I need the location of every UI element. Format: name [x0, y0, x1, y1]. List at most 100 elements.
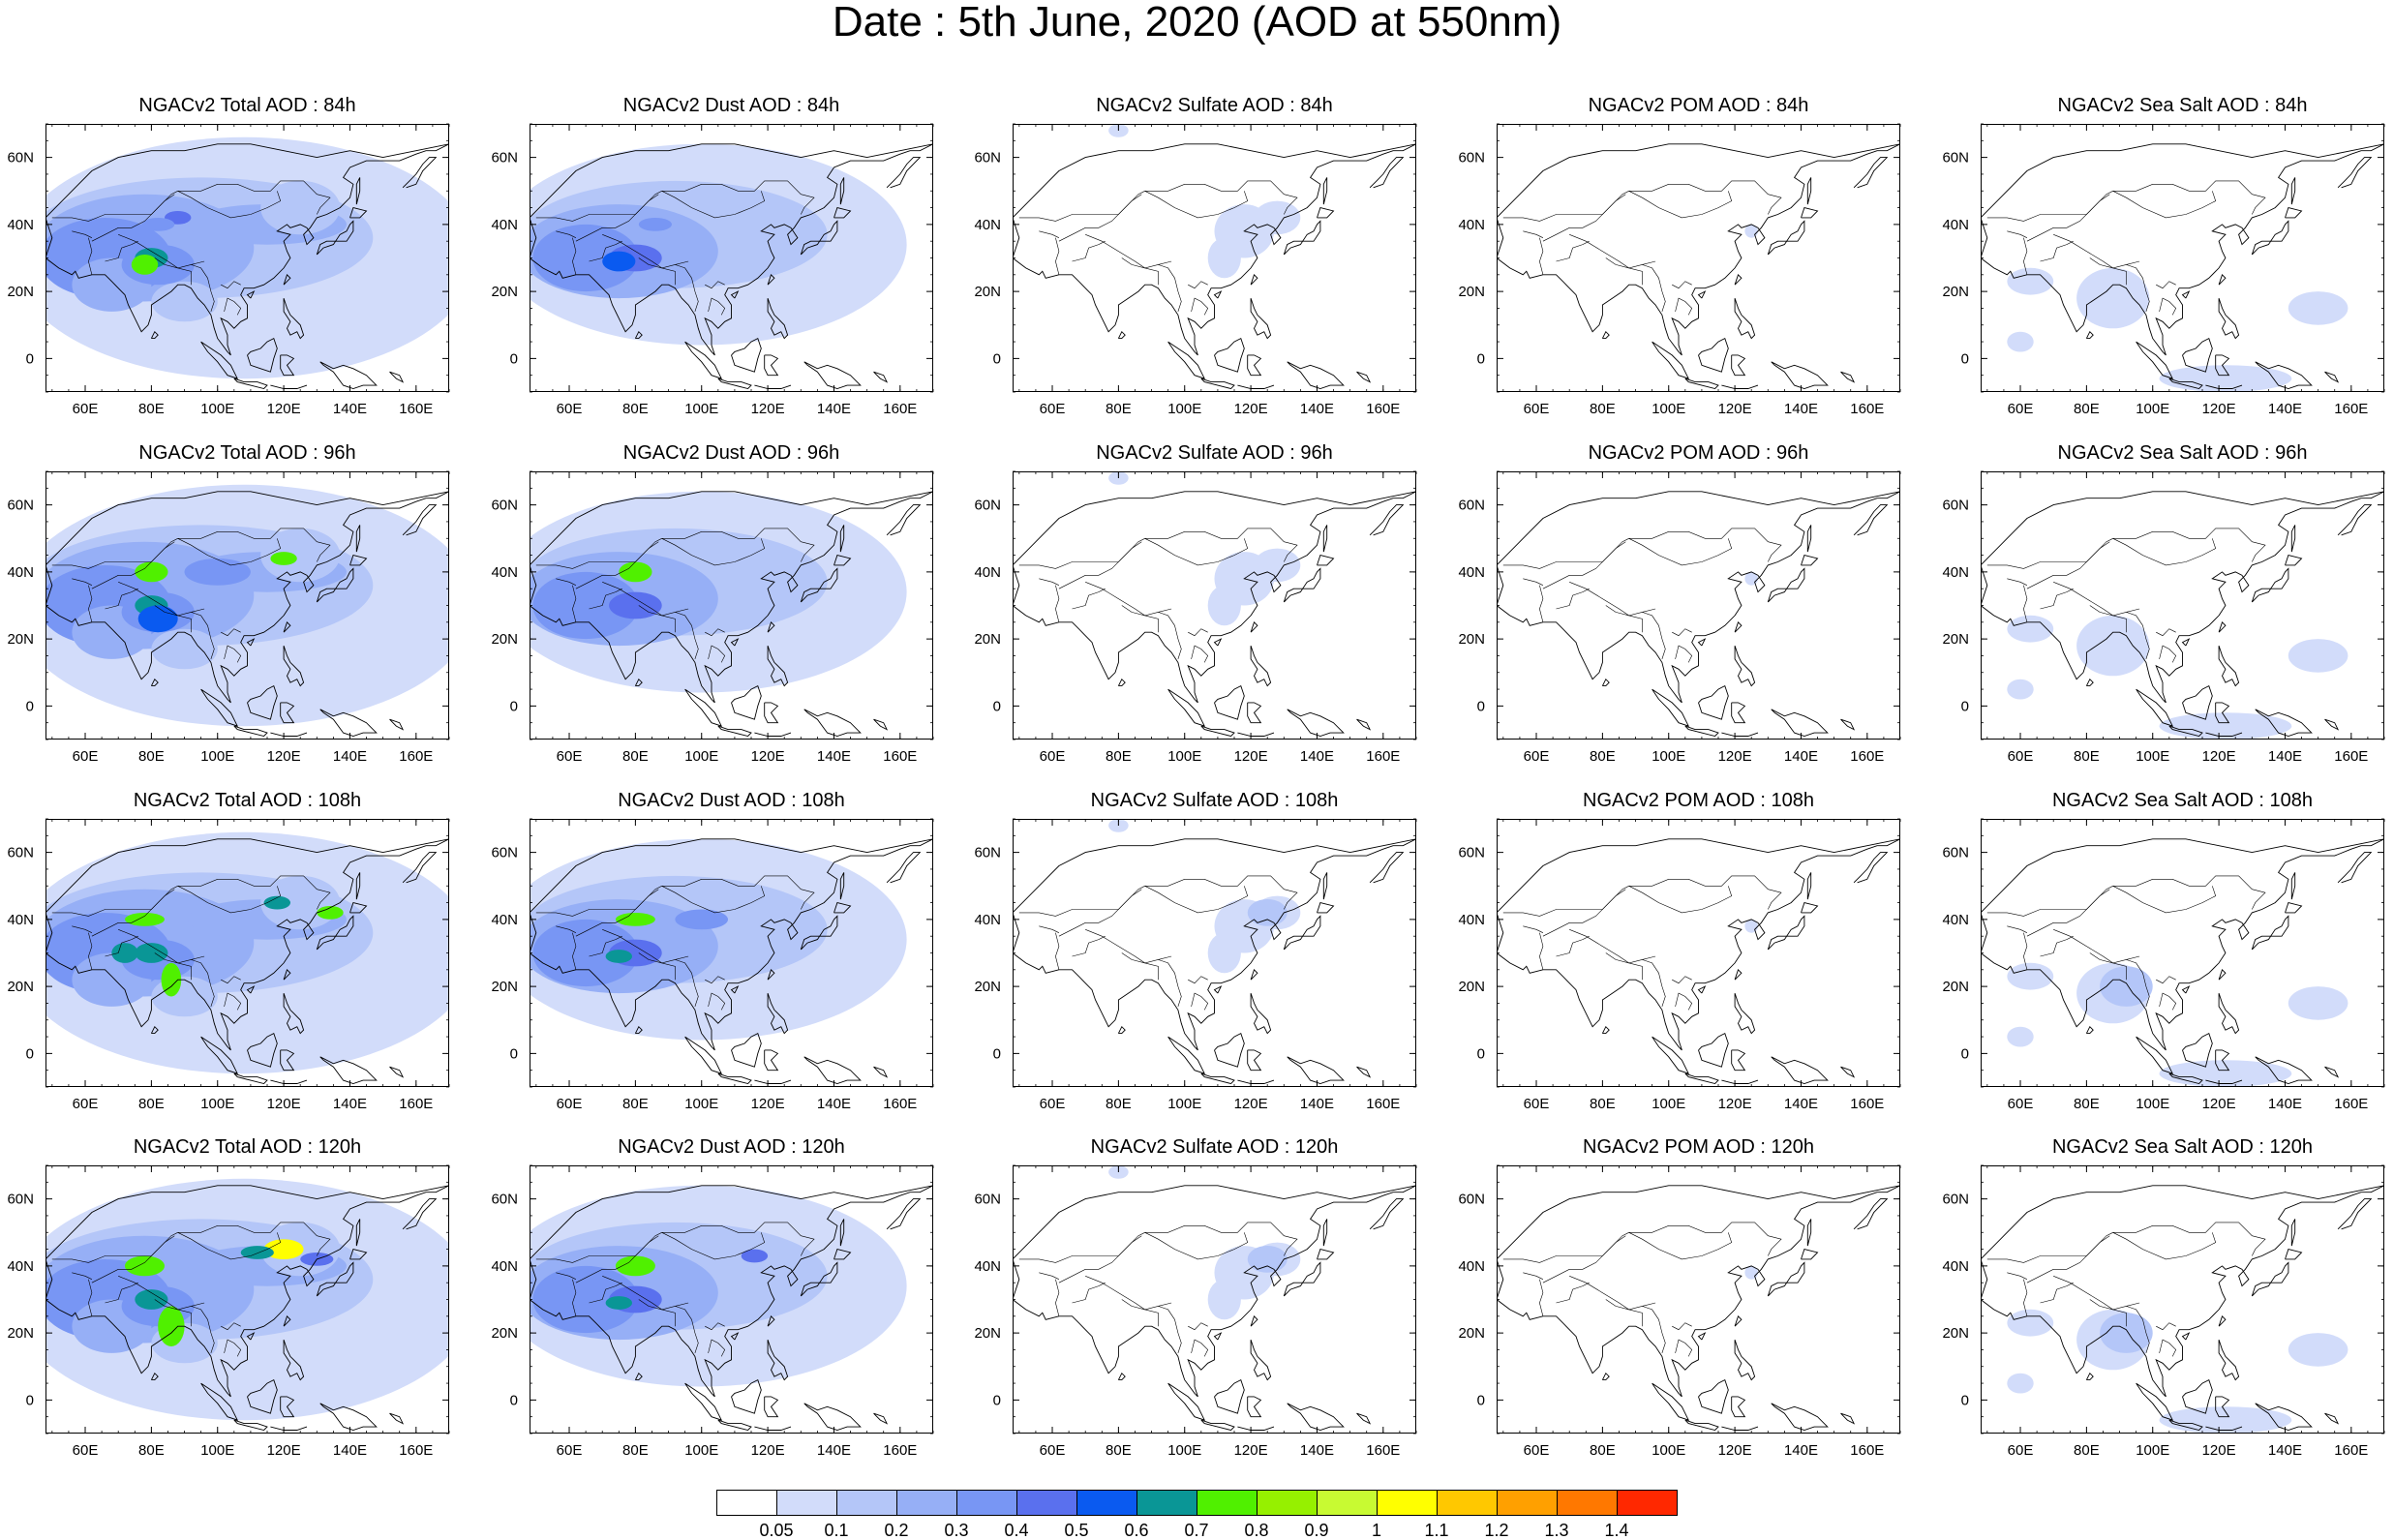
country-border — [1188, 976, 1208, 984]
y-tick-label: 60N — [1458, 845, 1485, 861]
panel-title: NGACv2 Total AOD : 120h — [133, 1136, 362, 1158]
coastline — [1721, 1079, 1759, 1084]
coastline — [1734, 645, 1756, 687]
coastline — [873, 718, 889, 731]
country-border — [2026, 191, 2113, 242]
country-border — [2112, 1232, 2217, 1260]
y-tick-label: 60N — [7, 150, 34, 166]
aod-map: 60E 80E 100E 120E 140E 160E 0 20N 40N 60N — [1942, 470, 2385, 765]
aod-shading — [2007, 331, 2034, 352]
coastline — [530, 143, 933, 258]
coastline — [1806, 177, 1812, 205]
country-border — [1072, 240, 1106, 262]
coastline — [1250, 297, 1272, 340]
country-border — [1569, 929, 1656, 964]
coastline — [2182, 684, 2213, 720]
coastline — [2255, 1403, 2313, 1431]
panel-title: NGACv2 Dust AOD : 120h — [618, 1136, 845, 1158]
x-tick-label: 60E — [2008, 401, 2034, 417]
coastline — [233, 1072, 268, 1084]
coastline — [1237, 1426, 1275, 1431]
x-tick-label: 160E — [2334, 1096, 2368, 1112]
coastline — [1853, 852, 1889, 884]
country-border — [1628, 267, 1643, 286]
y-tick-label: 0 — [26, 350, 34, 367]
colorbar-label: 0.9 — [1304, 1521, 1329, 1540]
coastline — [1497, 838, 1900, 953]
aod-shading — [151, 281, 218, 322]
coastline — [1356, 1066, 1372, 1078]
x-tick-label: 60E — [557, 401, 583, 417]
y-tick-label: 20N — [491, 979, 518, 995]
aod-shading — [1247, 899, 1288, 926]
country-border — [1058, 886, 1145, 937]
coastline — [873, 371, 889, 383]
country-border — [1986, 889, 2110, 917]
aod-map: 60E 80E 100E 120E 140E 160E 0 20N 40N 60N — [491, 470, 934, 765]
aod-shading — [263, 1239, 304, 1259]
y-tick-label: 40N — [7, 564, 34, 581]
country-border — [2026, 1232, 2113, 1283]
coastline — [1697, 638, 1707, 647]
coastline — [1731, 702, 1746, 724]
x-tick-label: 80E — [1590, 1442, 1616, 1459]
coastline — [2215, 354, 2230, 377]
map-frame — [1497, 1165, 1900, 1434]
coastline — [319, 709, 378, 737]
country-border — [2040, 1282, 2074, 1304]
coastline — [2337, 852, 2373, 884]
y-tick-label: 40N — [1942, 912, 1969, 928]
coastline — [634, 1025, 643, 1035]
coastline — [2182, 1378, 2213, 1414]
x-tick-label: 140E — [333, 1442, 367, 1459]
y-tick-label: 20N — [1942, 979, 1969, 995]
aod-shading — [2007, 267, 2054, 295]
coastline — [1214, 684, 1245, 720]
aod-shading — [2288, 986, 2349, 1020]
y-tick-label: 0 — [993, 698, 1001, 714]
aod-shading — [158, 1306, 185, 1346]
coastline — [839, 525, 845, 553]
y-tick-label: 0 — [993, 1392, 1001, 1408]
coastline — [2218, 1314, 2227, 1327]
country-border — [72, 230, 93, 238]
coastline — [684, 1382, 723, 1421]
panel-title: NGACv2 Sulfate AOD : 120h — [1090, 1136, 1339, 1158]
country-border — [556, 1272, 577, 1280]
y-tick-label: 20N — [7, 1325, 34, 1342]
country-border — [51, 541, 175, 569]
coastline — [1801, 1249, 1819, 1260]
colorbar-swatch — [1197, 1490, 1258, 1516]
country-border — [1018, 194, 1142, 222]
map-panel: NGACv2 Total AOD : 120h 60E 80E 100E 120E 140… — [7, 1136, 450, 1459]
x-tick-label: 80E — [1590, 748, 1616, 765]
country-border — [51, 194, 175, 222]
country-border — [1018, 1235, 1142, 1263]
aod-map: 60E 80E 100E 120E 140E 160E 0 20N 40N 60N — [974, 1164, 1417, 1459]
coastline — [283, 620, 291, 633]
y-tick-label: 40N — [491, 217, 518, 233]
coastline — [2181, 290, 2191, 299]
coastline — [355, 872, 361, 900]
coastline — [246, 638, 256, 647]
coastline — [2168, 1072, 2203, 1084]
coastline — [1734, 620, 1742, 633]
country-border — [589, 240, 622, 262]
aod-shading — [2100, 966, 2153, 1007]
y-tick-label: 60N — [1942, 845, 1969, 861]
x-tick-label: 120E — [1234, 1442, 1268, 1459]
coastline — [886, 1198, 922, 1230]
y-tick-label: 20N — [491, 1325, 518, 1342]
coastline — [1767, 915, 1805, 951]
y-tick-label: 40N — [7, 217, 34, 233]
country-border — [572, 237, 577, 275]
coastline — [1213, 985, 1223, 994]
y-tick-label: 60N — [974, 498, 1001, 514]
coastline — [1697, 985, 1707, 994]
coastline — [684, 1036, 723, 1074]
x-tick-label: 160E — [399, 1442, 433, 1459]
coastline — [1981, 1185, 2384, 1300]
x-tick-label: 140E — [333, 1096, 367, 1112]
country-border — [1542, 191, 1629, 242]
colorbar-swatch — [1136, 1490, 1197, 1516]
